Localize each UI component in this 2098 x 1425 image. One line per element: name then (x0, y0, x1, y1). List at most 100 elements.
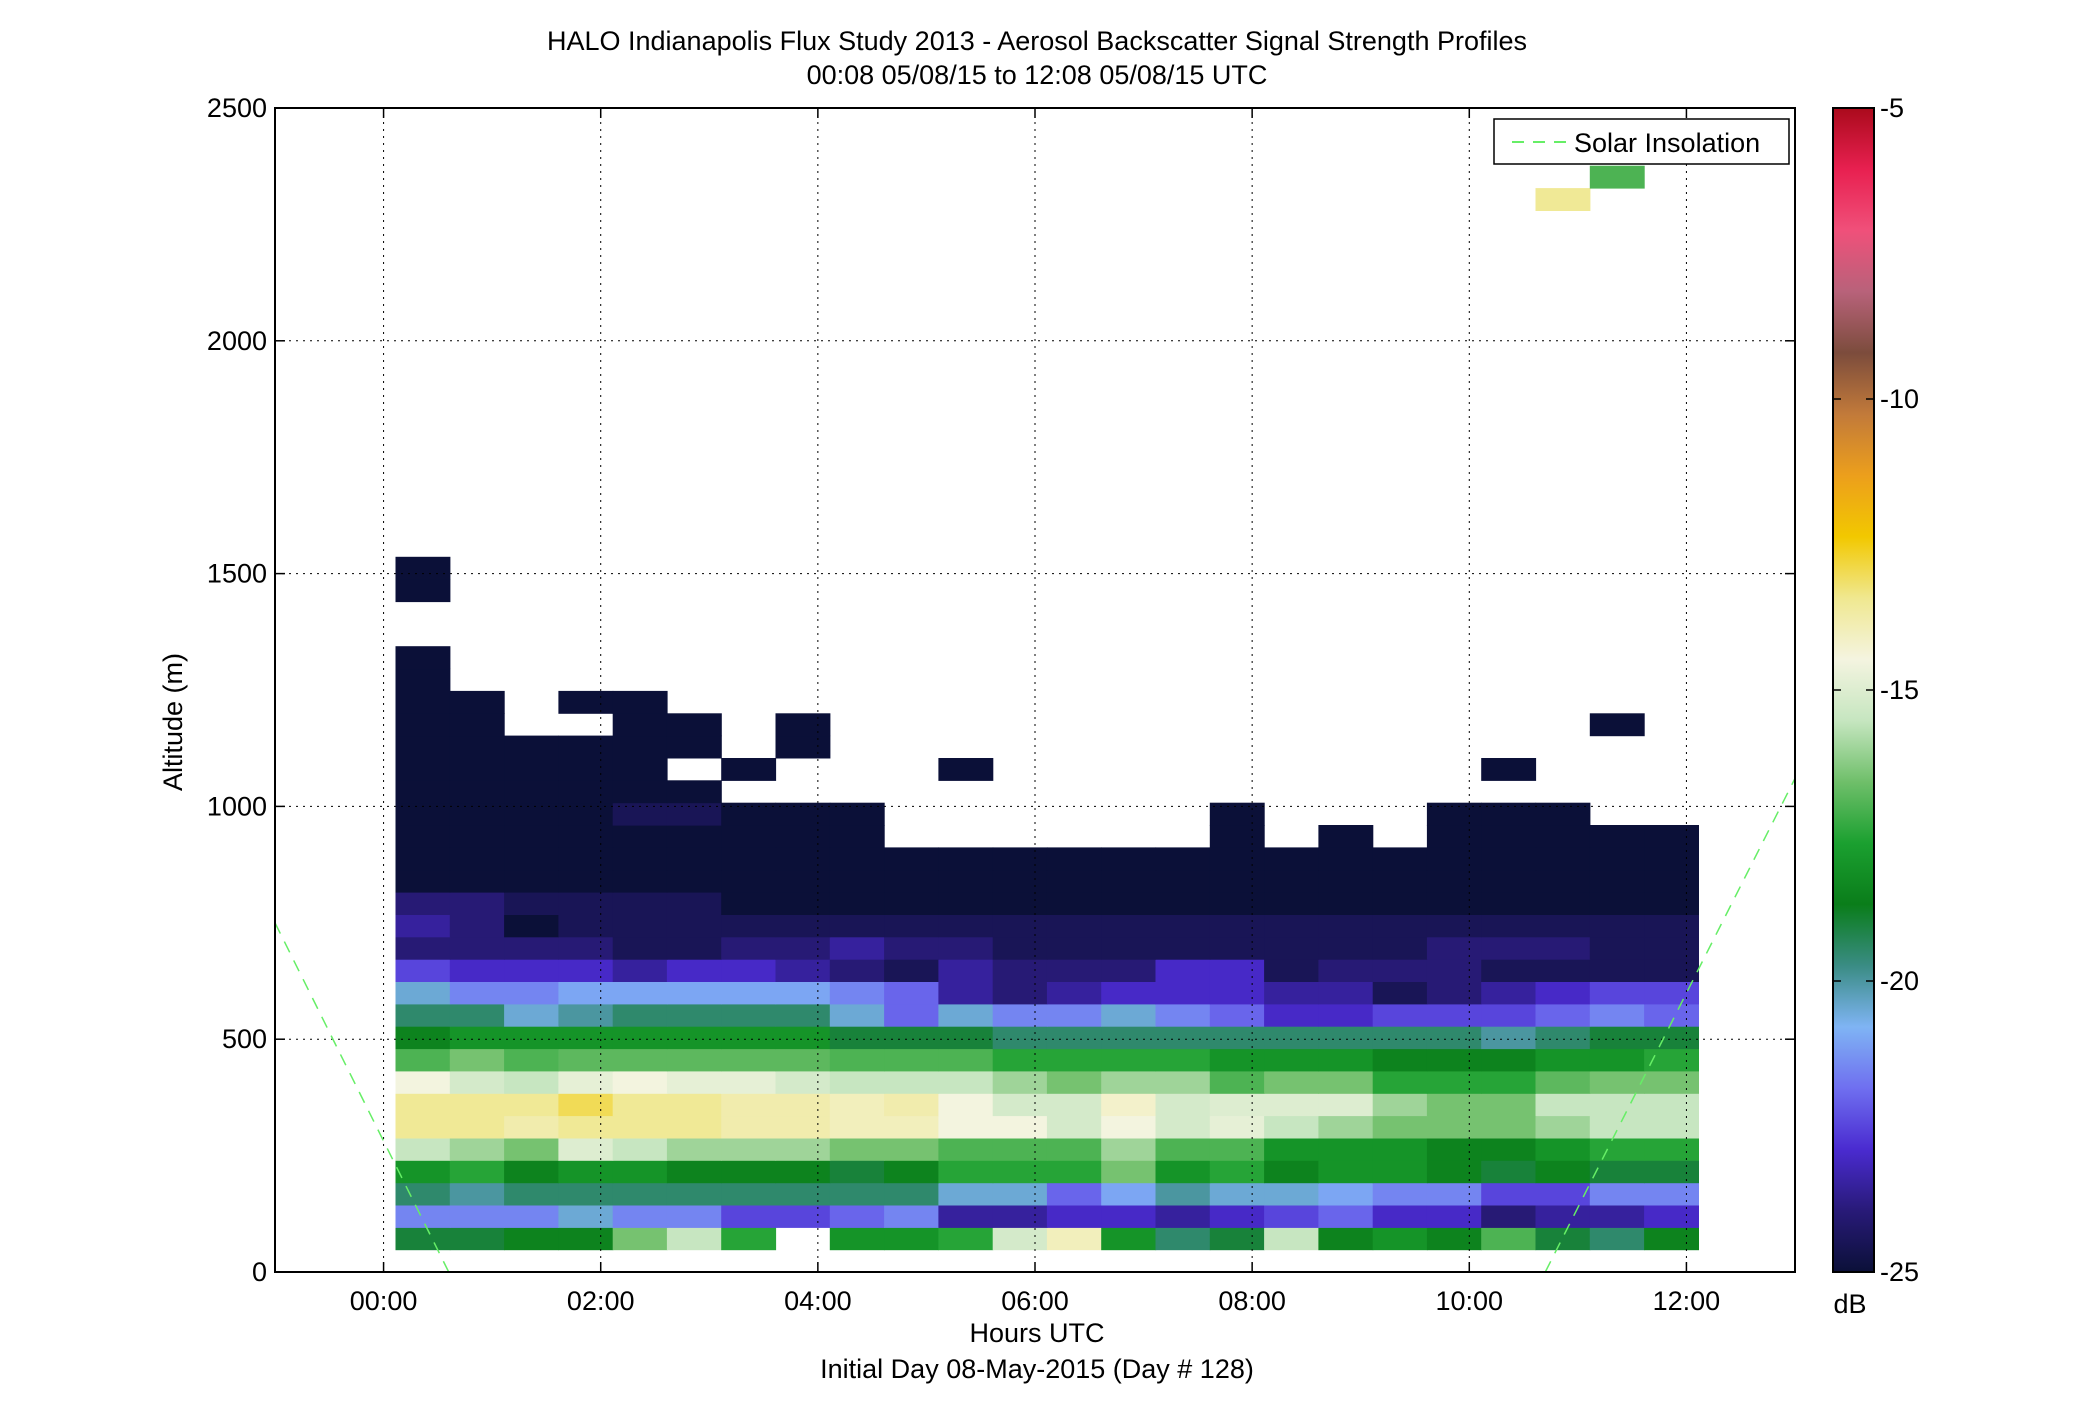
heatmap-cell (504, 936, 559, 960)
heatmap-cell (1481, 1227, 1537, 1251)
heatmap-cell (395, 802, 451, 826)
heatmap-cell (1644, 936, 1699, 960)
heatmap-cell (1264, 869, 1319, 893)
heatmap-cell (1046, 1026, 1102, 1050)
heatmap-cell (884, 1115, 939, 1139)
heatmap-cell (612, 1048, 668, 1072)
heatmap-cell (449, 1003, 505, 1027)
heatmap-cell (1644, 892, 1699, 915)
y-tick-label: 2000 (207, 326, 267, 356)
heatmap-cell (1644, 1048, 1699, 1072)
heatmap-cell (1589, 1137, 1645, 1161)
heatmap-cell (1535, 1070, 1591, 1094)
heatmap-cell (938, 914, 994, 938)
heatmap-cell (395, 1205, 451, 1228)
heatmap-cell (829, 802, 885, 826)
heatmap-cell (1535, 1137, 1591, 1161)
heatmap-cell (829, 1070, 885, 1094)
heatmap-cell (1209, 1137, 1265, 1161)
heatmap-cell (1589, 1048, 1645, 1072)
heatmap-cell (1372, 869, 1428, 893)
heatmap-cell (1101, 892, 1157, 915)
heatmap-cell (775, 1115, 831, 1139)
heatmap-cell (449, 735, 505, 759)
heatmap-cell (1101, 959, 1157, 982)
heatmap-cell (666, 847, 722, 871)
heatmap-cell (884, 1182, 939, 1206)
heatmap-cell (1046, 869, 1102, 893)
heatmap-cell (1264, 1115, 1319, 1139)
heatmap-cell (666, 1182, 722, 1206)
heatmap-cell (829, 1227, 885, 1251)
heatmap-cell (1589, 981, 1645, 1005)
heatmap-cell (938, 1160, 994, 1184)
heatmap-cell (1046, 914, 1102, 938)
heatmap-cell (1589, 959, 1645, 982)
heatmap-cell (612, 936, 668, 960)
heatmap-cell (558, 1093, 614, 1117)
heatmap-cell (1426, 1227, 1482, 1251)
heatmap-cell (612, 959, 668, 982)
x-tick-label: 10:00 (1435, 1286, 1503, 1316)
heatmap-cell (1101, 1227, 1157, 1251)
heatmap-cell (829, 1160, 885, 1184)
heatmap-cell (1101, 981, 1157, 1005)
heatmap-cell (1155, 1026, 1211, 1050)
heatmap-cell (829, 1205, 885, 1228)
heatmap-cell (1481, 847, 1537, 871)
heatmap-cell (558, 735, 614, 759)
heatmap-cell (1644, 847, 1699, 871)
heatmap-cell (558, 1026, 614, 1050)
heatmap-cell (1589, 1093, 1645, 1117)
heatmap-cell (829, 1003, 885, 1027)
heatmap-cell (1209, 1070, 1265, 1094)
heatmap-cell (666, 1048, 722, 1072)
heatmap-cell (1318, 1026, 1374, 1050)
heatmap-cell (558, 847, 614, 871)
heatmap-cell (612, 869, 668, 893)
heatmap-cell (1155, 847, 1211, 871)
heatmap-cell (1155, 936, 1211, 960)
heatmap-cell (775, 981, 831, 1005)
heatmap-cell (1535, 1026, 1591, 1050)
heatmap-cell (829, 1026, 885, 1050)
heatmap-cell (449, 959, 505, 982)
heatmap-cell (1209, 847, 1265, 871)
heatmap-cell (612, 1182, 668, 1206)
heatmap-cell (721, 1182, 777, 1206)
heatmap-cell (1101, 1070, 1157, 1094)
heatmap-cell (612, 713, 668, 737)
heatmap-cell (721, 959, 777, 982)
heatmap-cell (666, 981, 722, 1005)
heatmap-cell (395, 735, 451, 759)
heatmap-cell (395, 646, 451, 670)
heatmap-cell (395, 690, 451, 714)
heatmap-cell (395, 892, 451, 915)
heatmap-cell (1426, 802, 1482, 826)
heatmap-cell (1481, 825, 1537, 848)
heatmap-cell (666, 802, 722, 826)
heatmap-cell (938, 1026, 994, 1050)
heatmap-cell (1318, 959, 1374, 982)
y-tick-label: 1500 (207, 559, 267, 589)
heatmap-cell (504, 1003, 559, 1027)
heatmap-cell (1372, 1137, 1428, 1161)
heatmap-cell (449, 1070, 505, 1094)
heatmap-cell (1318, 1160, 1374, 1184)
heatmap-cell (1046, 1048, 1102, 1072)
heatmap-cell (884, 1137, 939, 1161)
heatmap-cell (558, 981, 614, 1005)
heatmap-cell (1589, 936, 1645, 960)
heatmap-cell (938, 892, 994, 915)
heatmap-cell (1101, 1026, 1157, 1050)
heatmap-cell (395, 914, 451, 938)
heatmap-cell (504, 1137, 559, 1161)
heatmap-cell (612, 1115, 668, 1139)
heatmap-cell (395, 1182, 451, 1206)
heatmap-cell (395, 936, 451, 960)
heatmap-cell (1046, 1093, 1102, 1117)
heatmap-cell (1372, 1182, 1428, 1206)
heatmap-cell (829, 1137, 885, 1161)
heatmap-cell (1426, 869, 1482, 893)
heatmap-cell (1535, 869, 1591, 893)
